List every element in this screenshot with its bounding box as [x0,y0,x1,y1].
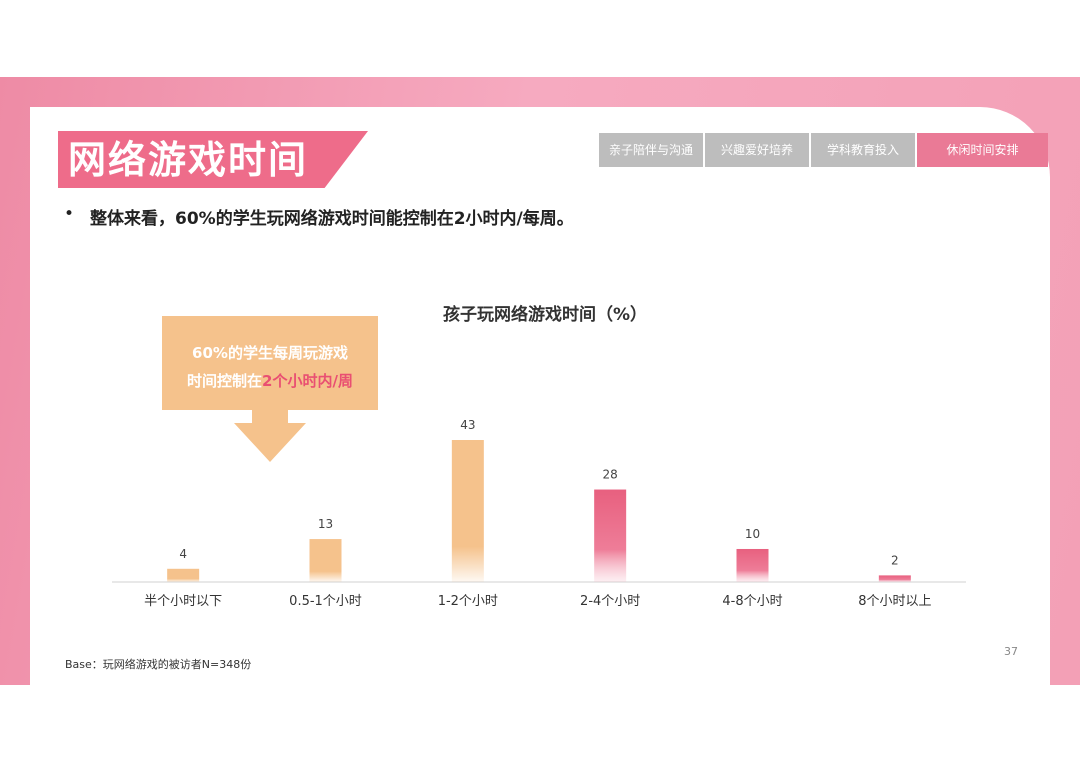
bar-4 [736,548,769,582]
summary-bullet: 整体来看，60%的学生玩网络游戏时间能控制在2小时内/每周。 [90,209,574,229]
x-tick-label: 1-2个小时 [438,594,498,609]
tab-leisure[interactable]: 休闲时间安排 [917,133,1048,167]
base-note: Base：玩网络游戏的被访者N=348份 [65,658,252,671]
bar-value-label: 13 [318,517,333,531]
page-number: 37 [1004,645,1018,658]
x-tick-label: 2-4个小时 [580,594,640,609]
bar-1 [309,539,342,582]
bullet-marker: • [64,204,75,224]
x-tick-label: 4-8个小时 [722,594,782,609]
section-tabs: 亲子陪伴与沟通 兴趣爱好培养 学科教育投入 休闲时间安排 [599,133,1048,167]
bar-value-label: 4 [179,547,187,561]
bar-value-label: 43 [460,418,475,432]
tab-parent-child[interactable]: 亲子陪伴与沟通 [599,133,703,167]
page-title: 网络游戏时间 [68,138,309,182]
x-tick-label: 半个小时以下 [144,594,222,609]
bar-5 [878,575,911,582]
x-tick-label: 8个小时以上 [858,594,931,609]
bar-value-label: 10 [745,527,760,541]
bar-0 [167,568,200,582]
callout-line-2: 时间控制在2个小时内/周 [162,370,378,391]
tab-education[interactable]: 学科教育投入 [811,133,915,167]
x-tick-label: 0.5-1个小时 [289,594,362,609]
title-banner [58,131,368,188]
chart-title: 孩子玩网络游戏时间（%） [442,305,648,325]
bar-3 [594,489,627,582]
callout-line-1: 60%的学生每周玩游戏 [192,344,348,362]
callout-line-2-prefix: 时间控制在 [187,372,263,390]
callout-highlight: 2个小时内/周 [262,372,353,390]
bar-value-label: 28 [603,468,618,482]
bar-2 [451,440,484,582]
tab-hobbies[interactable]: 兴趣爱好培养 [705,133,809,167]
callout-box [162,316,378,410]
bar-value-label: 2 [891,553,899,567]
